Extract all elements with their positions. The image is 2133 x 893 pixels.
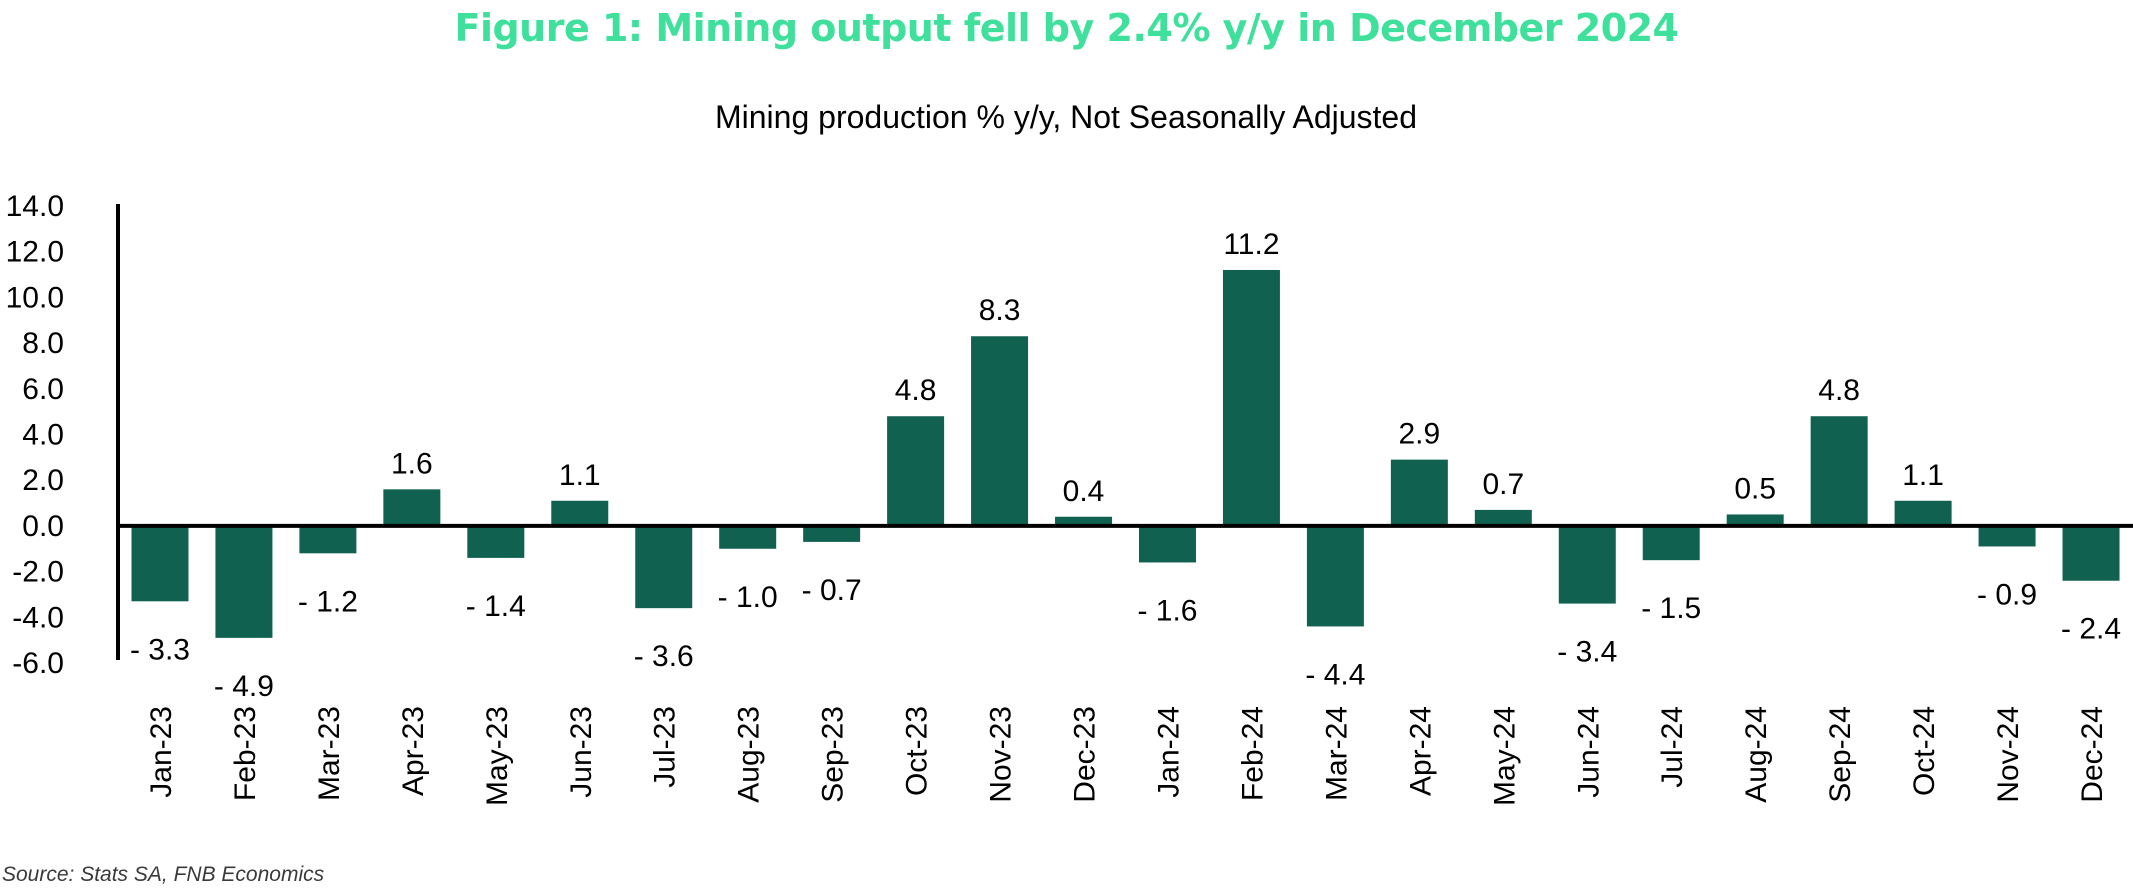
x-tick-label: Oct-23	[901, 706, 934, 796]
x-tick-label: Jan-23	[145, 706, 178, 798]
bar	[635, 525, 693, 609]
bar	[803, 525, 861, 542]
x-tick-label: Mar-24	[1320, 706, 1353, 801]
bar	[1558, 525, 1616, 604]
bar	[1055, 516, 1113, 526]
x-tick-label: Mar-23	[313, 706, 346, 801]
bar	[1222, 269, 1280, 526]
data-label: - 1.0	[718, 581, 778, 614]
x-axis-labels: Jan-23 Feb-23 Mar-23 Apr-23 May-23 Jun-23 Jul-…	[145, 706, 2109, 806]
x-tick-label: Aug-24	[1740, 706, 1773, 803]
x-tick-label: Feb-24	[1236, 706, 1269, 801]
y-tick-label: 4.0	[22, 419, 64, 452]
y-axis-ticks: 14.0 12.0 10.0 8.0 6.0 4.0 2.0 0.0 -2.0 -4.0 -6.0	[6, 190, 64, 680]
figure-title: Figure 1: Mining output fell by 2.4% y/y…	[454, 6, 1680, 50]
y-tick-label: 10.0	[6, 281, 64, 314]
y-tick-label: -6.0	[12, 647, 64, 680]
chart-title: Mining production % y/y, Not Seasonally …	[715, 99, 1417, 135]
data-label: - 0.9	[1977, 578, 2037, 611]
x-tick-label: Jun-24	[1572, 706, 1605, 798]
y-tick-label: 14.0	[6, 190, 64, 223]
bar	[1726, 514, 1784, 526]
x-tick-label: May-24	[1488, 706, 1521, 806]
data-label: 0.4	[1063, 475, 1105, 508]
bar	[1642, 525, 1700, 561]
x-tick-label: Apr-23	[397, 706, 430, 796]
bar	[131, 525, 189, 602]
data-label: - 1.4	[466, 590, 526, 623]
data-label: 1.1	[1902, 459, 1944, 492]
y-tick-label: 6.0	[22, 373, 64, 406]
x-tick-label: Feb-23	[229, 706, 262, 801]
data-label: - 1.6	[1137, 594, 1197, 627]
data-label: 2.9	[1398, 418, 1440, 451]
x-tick-label: Nov-23	[985, 706, 1018, 803]
data-label: - 3.3	[130, 633, 190, 666]
x-tick-label: Sep-23	[817, 706, 850, 803]
data-label: 0.7	[1482, 468, 1524, 501]
data-label: 4.8	[1818, 374, 1860, 407]
data-labels: - 3.3 - 4.9 - 1.2 1.6 - 1.4 1.1 - 3.6 - 1.0 - 0.…	[130, 228, 2121, 703]
x-tick-label: Jul-24	[1656, 706, 1689, 788]
bar	[1894, 500, 1952, 526]
bar	[383, 489, 441, 526]
bar	[299, 525, 357, 554]
x-tick-label: Oct-24	[1908, 706, 1941, 796]
y-tick-label: 12.0	[6, 236, 64, 269]
y-tick-label: -2.0	[12, 556, 64, 589]
x-tick-label: May-23	[481, 706, 514, 806]
bar	[971, 336, 1029, 526]
x-tick-label: Nov-24	[1992, 706, 2025, 803]
data-label: - 1.5	[1641, 592, 1701, 625]
data-label: 4.8	[895, 374, 937, 407]
y-tick-label: 0.0	[22, 510, 64, 543]
x-tick-label: Jun-23	[565, 706, 598, 798]
data-label: - 3.6	[634, 640, 694, 673]
x-tick-label: Apr-24	[1404, 706, 1437, 796]
data-label: 1.1	[559, 459, 601, 492]
bar	[1306, 525, 1364, 627]
bar	[1390, 459, 1448, 526]
data-label: 1.6	[391, 447, 433, 480]
bar	[2062, 525, 2120, 581]
bar	[1978, 525, 2036, 547]
data-label: - 0.7	[802, 574, 862, 607]
x-tick-label: Jul-23	[649, 706, 682, 788]
data-label: - 1.2	[298, 585, 358, 618]
bar	[215, 525, 273, 638]
y-tick-label: 8.0	[22, 327, 64, 360]
bars	[131, 269, 2120, 638]
y-tick-label: 2.0	[22, 464, 64, 497]
bar	[887, 416, 945, 526]
data-label: - 3.4	[1557, 636, 1617, 669]
bar	[551, 500, 609, 526]
bar	[467, 525, 525, 558]
y-tick-label: -4.0	[12, 601, 64, 634]
x-tick-label: Dec-23	[1069, 706, 1102, 803]
bar	[719, 525, 777, 549]
data-label: 0.5	[1734, 472, 1776, 505]
data-label: 8.3	[979, 294, 1021, 327]
bar	[1138, 525, 1196, 563]
x-tick-label: Sep-24	[1824, 706, 1857, 803]
data-label: - 2.4	[2061, 613, 2121, 646]
data-label: - 4.4	[1305, 658, 1365, 691]
bar	[1474, 509, 1532, 526]
x-tick-label: Jan-24	[1152, 706, 1185, 798]
x-tick-label: Dec-24	[2076, 706, 2109, 803]
data-label: 11.2	[1223, 228, 1279, 261]
bar	[1810, 416, 1868, 526]
x-tick-label: Aug-23	[733, 706, 766, 803]
data-label: - 4.9	[214, 670, 274, 703]
source-note: Source: Stats SA, FNB Economics	[2, 863, 325, 886]
